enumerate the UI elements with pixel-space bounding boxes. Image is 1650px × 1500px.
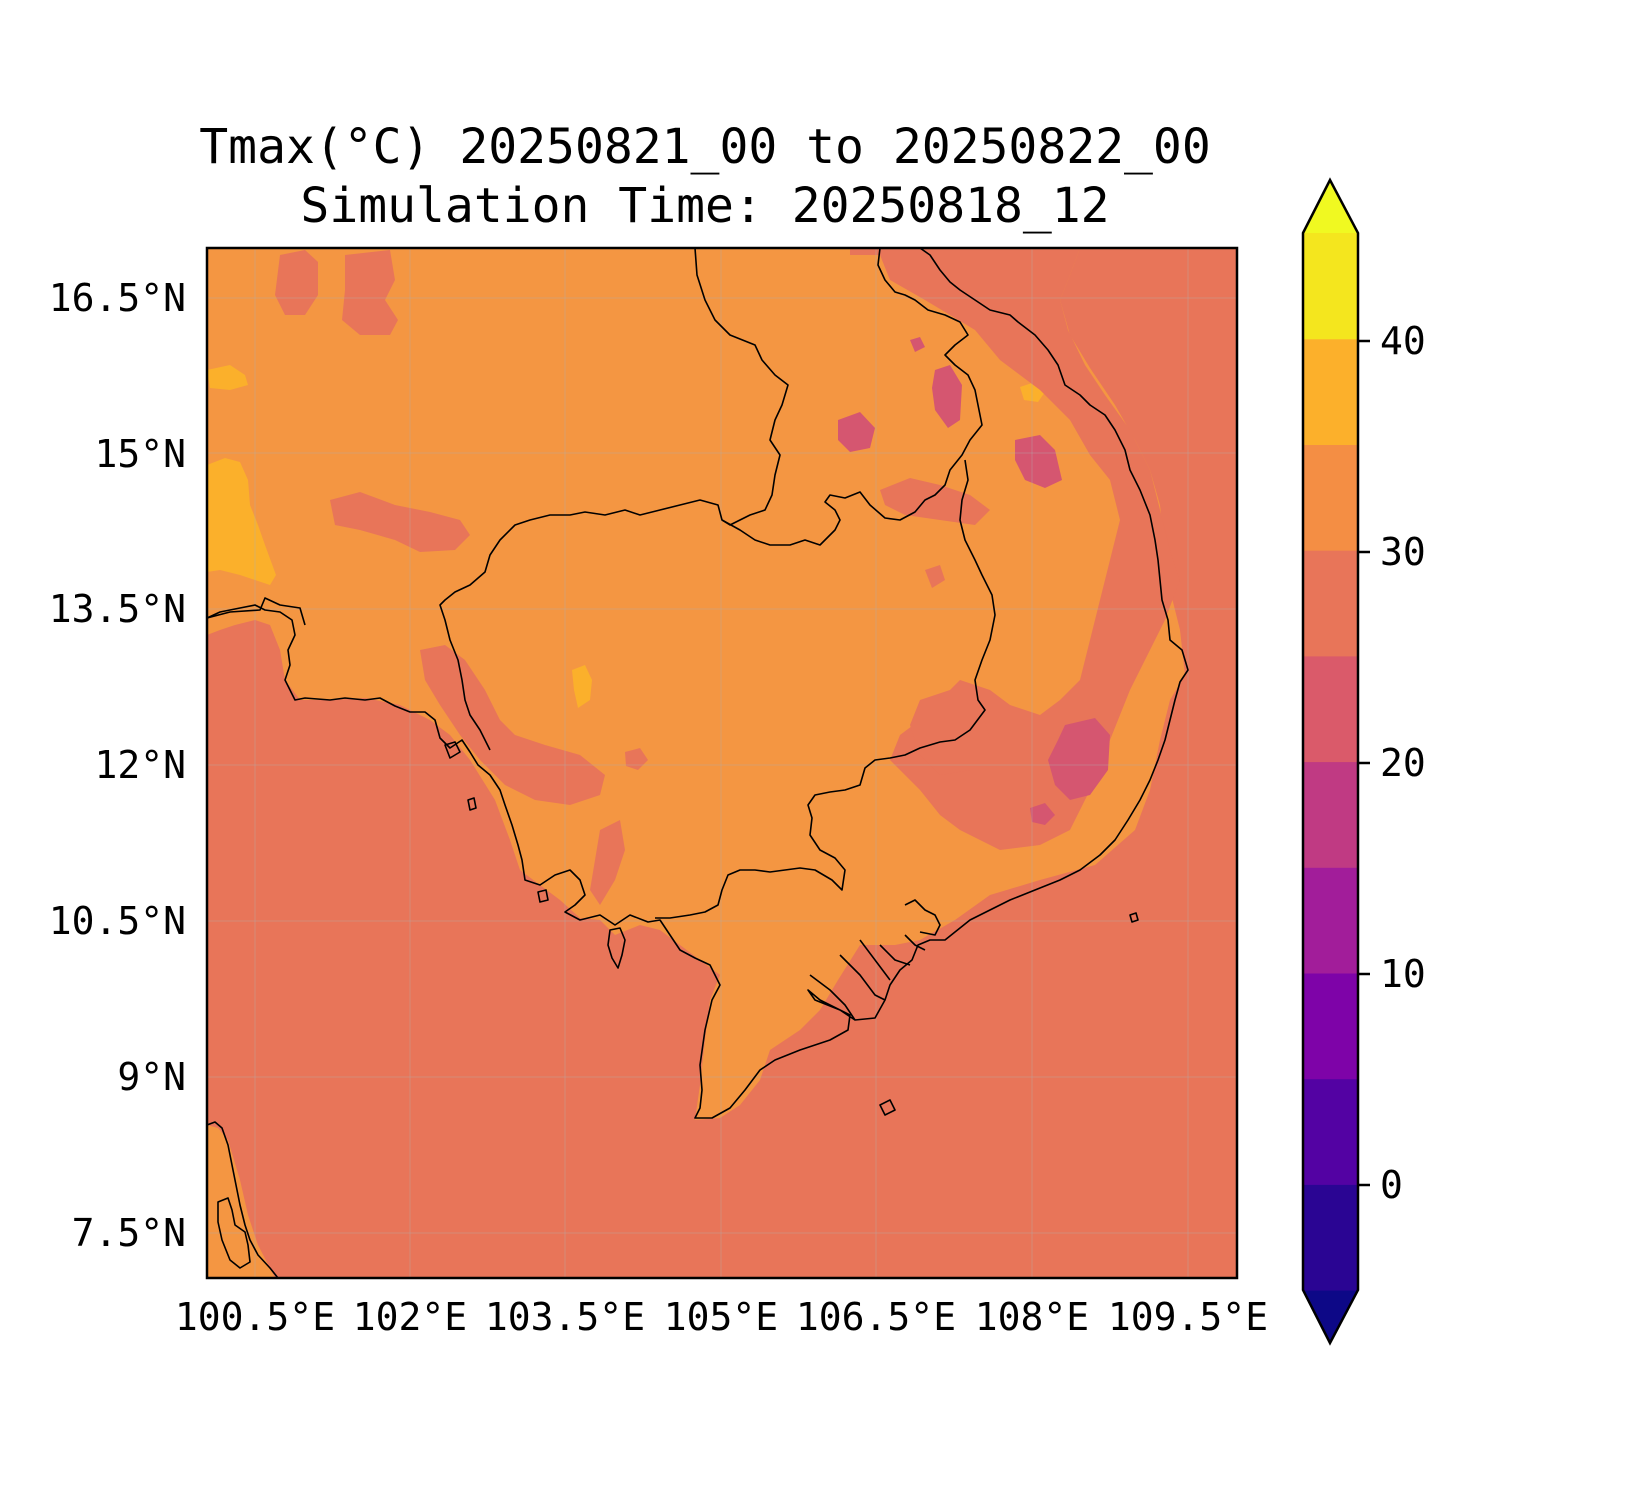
mainland-land-fill xyxy=(207,248,1185,1120)
highland-spot-3 xyxy=(1015,435,1062,488)
lat-tick-label: 15°N xyxy=(94,432,186,476)
colorbar-segment xyxy=(1303,972,1358,1080)
gulf-coastline xyxy=(207,248,1189,1119)
coastlines-borders xyxy=(207,248,1189,1278)
cool-patch-highlands xyxy=(850,248,1180,850)
mekong-channel-2 xyxy=(839,954,886,1001)
colorbar-segment xyxy=(1303,233,1358,340)
highland-spot-5 xyxy=(1030,803,1055,825)
colorbar-segment xyxy=(1303,1078,1358,1185)
hot-patch-center xyxy=(572,665,592,708)
mekong-channel-1 xyxy=(809,974,856,1021)
island-small-3 xyxy=(537,889,549,903)
lat-tick-label: 7.5°N xyxy=(72,1211,186,1255)
highland-spot-1 xyxy=(838,412,875,452)
map-area xyxy=(207,248,1237,1278)
lon-tick-label: 102°E xyxy=(353,1295,467,1339)
colorbar-segment xyxy=(1303,338,1358,445)
colorbar-tick-label: 30 xyxy=(1380,530,1426,574)
map-frame xyxy=(205,246,1239,1280)
peninsula-coastline xyxy=(207,1121,279,1278)
island-small-2 xyxy=(467,797,477,811)
lat-tick-label: 13.5°N xyxy=(49,587,186,631)
lon-tick-label: 105°E xyxy=(664,1295,778,1339)
lat-tick-label: 12°N xyxy=(94,743,186,787)
mekong-channel-5 xyxy=(904,934,926,951)
colorbar-tick-label: 40 xyxy=(1380,319,1426,363)
peninsula-land-fill xyxy=(207,1125,275,1278)
cool-patch-laos-south xyxy=(880,478,990,525)
thailand-laos-border xyxy=(207,597,306,626)
map-title: Tmax(°C) 20250821_00 to 20250822_00 xyxy=(199,119,1210,175)
lon-tick-label: 106.5°E xyxy=(796,1295,956,1339)
island-phu-quoc xyxy=(607,927,626,969)
hot-patch-north xyxy=(207,365,248,390)
cool-patch-coast-cambodia xyxy=(420,645,605,805)
island-coast-1 xyxy=(217,1197,251,1269)
colorbar-ticks xyxy=(1358,339,1370,1187)
colorbar: 40 30 20 10 0 xyxy=(1301,177,1426,1346)
colorbar-outline xyxy=(1301,177,1360,1346)
cool-patch-thailand-north xyxy=(275,250,318,315)
lat-tick-label: 10.5°N xyxy=(49,899,186,943)
cool-patch-east-hills xyxy=(910,690,990,775)
island-con-son xyxy=(879,1099,896,1116)
cool-patch-small-1 xyxy=(625,748,648,770)
colorbar-extend-high xyxy=(1303,180,1358,233)
colorbar-segment xyxy=(1303,550,1358,657)
lon-tick-label: 103.5°E xyxy=(485,1295,645,1339)
lon-tick-label: 100.5°E xyxy=(175,1295,335,1339)
island-small-4 xyxy=(1129,912,1139,923)
delta-coast-notch xyxy=(904,899,941,936)
colorbar-segment xyxy=(1303,867,1358,974)
colorbar-tick-label: 0 xyxy=(1380,1163,1403,1207)
lon-tick-label: 109.5°E xyxy=(1108,1295,1268,1339)
map-subtitle: Simulation Time: 20250818_12 xyxy=(300,178,1109,234)
cool-patch-mekong xyxy=(590,820,625,905)
hot-patch-west xyxy=(207,458,276,585)
lat-tick-label: 16.5°N xyxy=(49,276,186,320)
mekong-channel-4 xyxy=(879,944,911,966)
lat-tick-label: 9°N xyxy=(117,1055,186,1099)
highland-spot-6 xyxy=(910,337,925,352)
cool-patch-thailand-ridge xyxy=(342,250,398,335)
colorbar-tick-label: 20 xyxy=(1380,741,1426,785)
colorbar-extend-low xyxy=(1303,1290,1358,1343)
highland-spot-4 xyxy=(1048,718,1110,800)
colorbar-segment xyxy=(1303,444,1358,551)
laos-west-border xyxy=(439,248,789,751)
cool-patch-thailand-east xyxy=(330,492,470,552)
cambodia-vietnam-border xyxy=(655,459,996,919)
cambodia-east-border xyxy=(721,248,983,546)
island-small-1 xyxy=(444,741,461,759)
highland-spot-2 xyxy=(932,365,962,428)
lat-axis: 16.5°N 15°N 13.5°N 12°N 10.5°N 9°N 7.5°N xyxy=(49,276,186,1255)
colorbar-segment xyxy=(1303,761,1358,868)
colorbar-segment xyxy=(1303,655,1358,763)
cool-patch-small-2 xyxy=(925,565,945,588)
map-gridlines xyxy=(207,248,1237,1278)
lon-tick-label: 108°E xyxy=(975,1295,1089,1339)
colorbar-tick-label: 10 xyxy=(1380,952,1426,996)
mekong-channel-3 xyxy=(859,939,891,981)
colorbar-segment xyxy=(1303,1184,1358,1291)
colorbar-segments xyxy=(1303,180,1358,1343)
lon-axis: 100.5°E 102°E 103.5°E 105°E 106.5°E 108°… xyxy=(175,1295,1268,1339)
